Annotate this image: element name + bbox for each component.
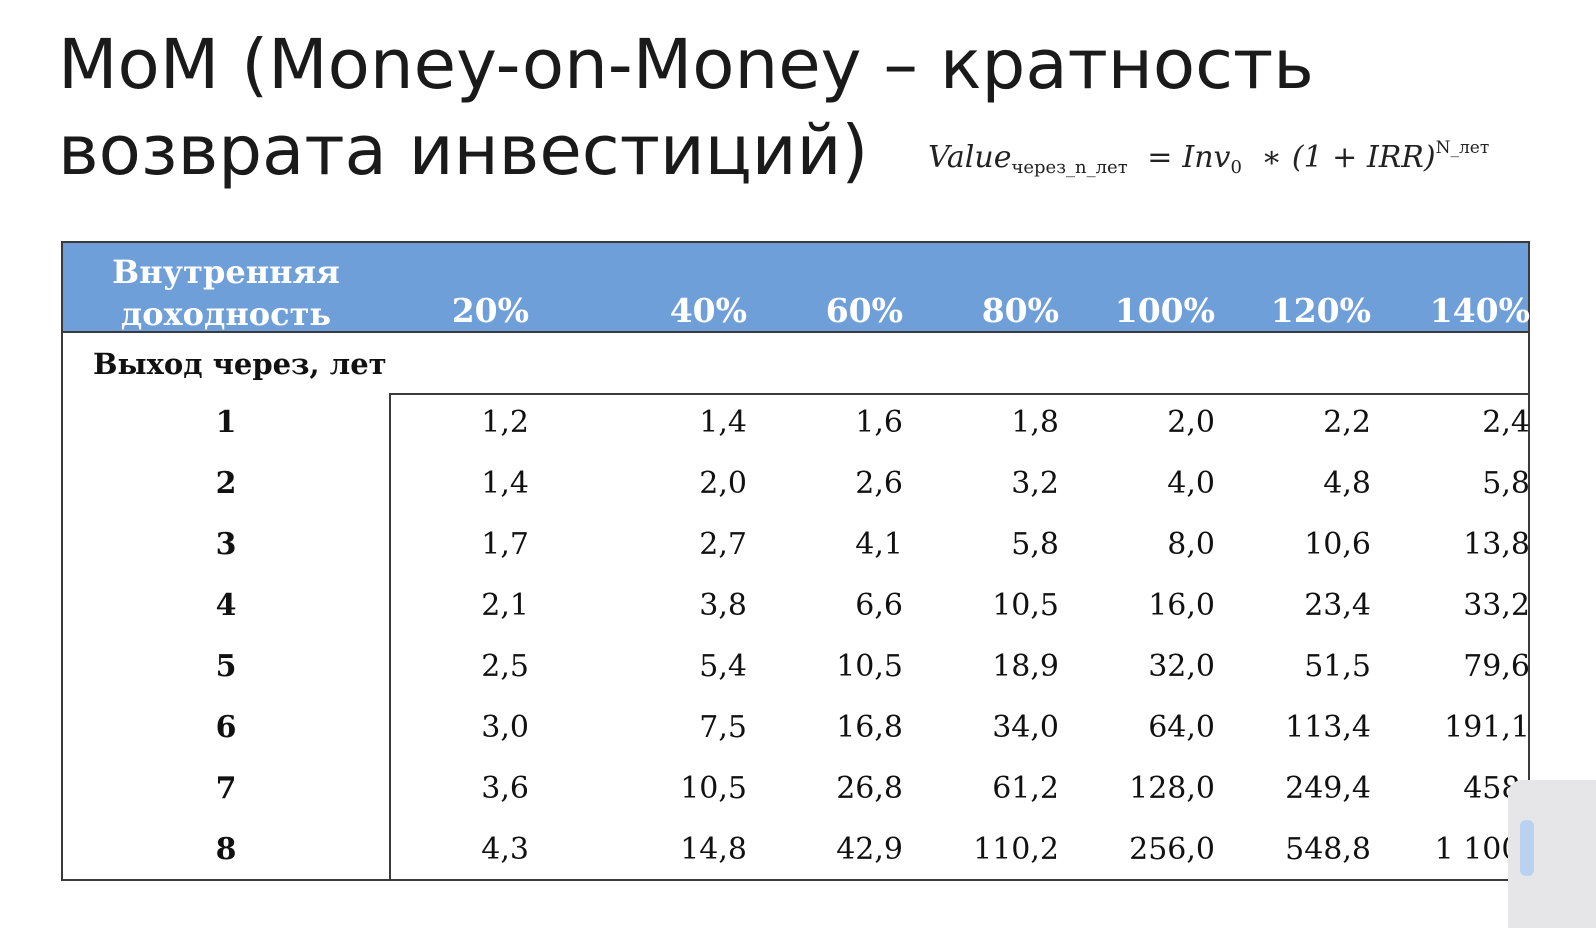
table-cell: 10,5: [836, 649, 903, 684]
table-cell: 113,4: [1285, 710, 1371, 745]
table-cell: 1,6: [855, 405, 903, 440]
table-cell: 51,5: [1304, 649, 1371, 684]
row-year-label: 1: [215, 405, 237, 440]
table-cell: 10,6: [1304, 527, 1371, 562]
table-cell: 3,8: [699, 588, 747, 623]
table-cell: 2,0: [1167, 405, 1215, 440]
table-cell: 110,2: [973, 832, 1059, 867]
column-header-2: 60%: [825, 291, 903, 330]
table-cell: 34,0: [992, 710, 1059, 745]
row-year-label: 5: [215, 649, 237, 684]
formula-value-subscript: через_n_лет: [1011, 157, 1128, 178]
table-cell: 2,5: [481, 649, 529, 684]
table-cell: 3,0: [481, 710, 529, 745]
table-cell: 33,2: [1463, 588, 1530, 623]
column-header-6: 140%: [1429, 291, 1530, 330]
table-cell: 14,8: [680, 832, 747, 867]
table-cell: 5,8: [1011, 527, 1059, 562]
table-data-area: [389, 393, 1530, 881]
table-cell: 18,9: [992, 649, 1059, 684]
table-cell: 5,4: [699, 649, 747, 684]
title-line-1: MoM (Money-on-Money – кратность: [58, 25, 1314, 105]
formula-paren: (1 + IRR): [1291, 140, 1436, 175]
table-cell: 32,0: [1148, 649, 1215, 684]
table-cell: 249,4: [1285, 771, 1371, 806]
table-header-row: Внутренняя доходность 20% 40% 60% 80% 100% 12…: [63, 243, 1530, 333]
formula-multiply: ∗: [1261, 140, 1282, 175]
formula-equals: =: [1147, 140, 1173, 175]
formula-exponent: N_лет: [1435, 138, 1490, 158]
table-cell: 548,8: [1285, 832, 1371, 867]
table-cell: 26,8: [836, 771, 903, 806]
table-cell: 64,0: [1148, 710, 1215, 745]
table-cell: 3,2: [1011, 466, 1059, 501]
formula-value: Value: [928, 140, 1012, 175]
table-cell: 2,2: [1323, 405, 1371, 440]
column-header-1: 40%: [669, 291, 747, 330]
row-year-label: 6: [215, 710, 237, 745]
table-cell: 4,3: [481, 832, 529, 867]
value-formula: Valueчерез_n_лет = Inv0 ∗ (1 + IRR)N_лет: [928, 138, 1489, 178]
row-year-label: 3: [215, 527, 237, 562]
column-header-3: 80%: [981, 291, 1059, 330]
table-cell: 13,8: [1463, 527, 1530, 562]
row-year-label: 2: [215, 466, 237, 501]
table-cell: 61,2: [992, 771, 1059, 806]
table-cell: 6,6: [855, 588, 903, 623]
table-cell: 2,6: [855, 466, 903, 501]
table-cell: 10,5: [992, 588, 1059, 623]
table-cell: 128,0: [1129, 771, 1215, 806]
webcam-overlay: [1508, 780, 1596, 928]
table-cell: 4,0: [1167, 466, 1215, 501]
table-cell: 2,0: [699, 466, 747, 501]
table-cell: 256,0: [1129, 832, 1215, 867]
table-cell: 1,2: [481, 405, 529, 440]
table-cell: 42,9: [836, 832, 903, 867]
slide-title: MoM (Money-on-Money – кратность возврата…: [58, 22, 1378, 194]
table-cell: 1,8: [1011, 405, 1059, 440]
exit-years-label: Выход через, лет: [93, 347, 387, 381]
irr-header-label: Внутренняя доходность: [112, 253, 340, 333]
table-cell: 16,8: [836, 710, 903, 745]
formula-inv: Inv: [1182, 140, 1231, 175]
table-cell: 16,0: [1148, 588, 1215, 623]
mom-table: Внутренняя доходность 20% 40% 60% 80% 100% 12…: [61, 241, 1530, 881]
table-cell: 1,4: [699, 405, 747, 440]
table-cell: 4,8: [1323, 466, 1371, 501]
column-header-4: 100%: [1114, 291, 1215, 330]
formula-inv-subscript: 0: [1230, 157, 1242, 178]
table-cell: 1,4: [481, 466, 529, 501]
presenter-thumbnail: [1520, 820, 1534, 876]
table-cell: 7,5: [699, 710, 747, 745]
table-cell: 1,7: [481, 527, 529, 562]
table-cell: 8,0: [1167, 527, 1215, 562]
table-cell: 2,7: [699, 527, 747, 562]
row-year-label: 8: [215, 832, 237, 867]
title-line-2: возврата инвестиций): [58, 111, 869, 191]
table-cell: 2,4: [1482, 405, 1530, 440]
column-header-0: 20%: [451, 291, 529, 330]
column-header-5: 120%: [1270, 291, 1371, 330]
table-cell: 10,5: [680, 771, 747, 806]
row-year-label: 7: [215, 771, 237, 806]
table-cell: 191,1: [1444, 710, 1530, 745]
table-cell: 3,6: [481, 771, 529, 806]
table-cell: 79,6: [1463, 649, 1530, 684]
table-cell: 5,8: [1482, 466, 1530, 501]
table-cell: 4,1: [855, 527, 903, 562]
table-cell: 23,4: [1304, 588, 1371, 623]
table-cell: 2,1: [481, 588, 529, 623]
row-year-label: 4: [215, 588, 237, 623]
